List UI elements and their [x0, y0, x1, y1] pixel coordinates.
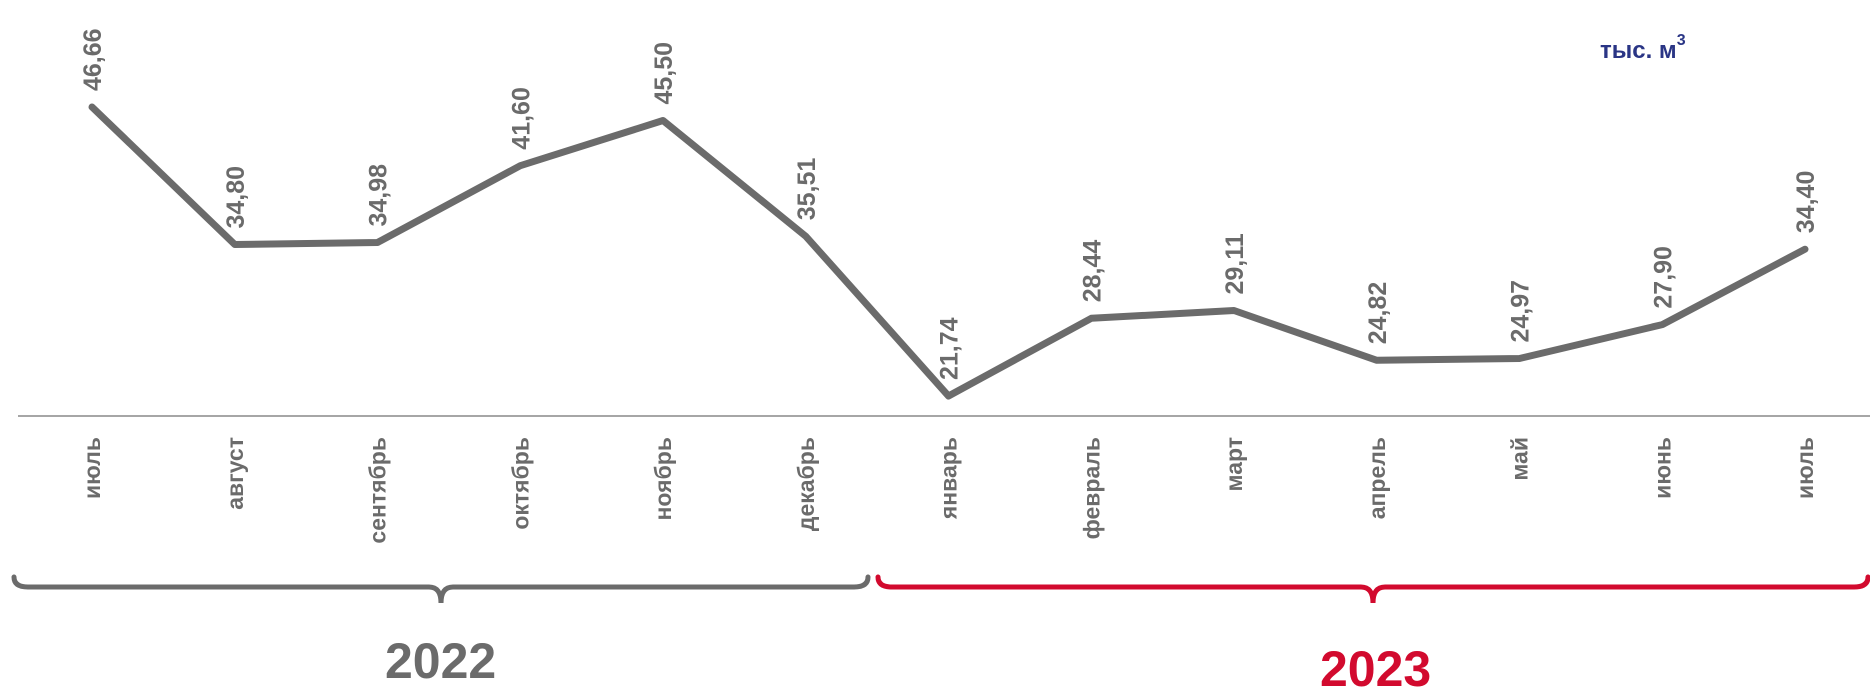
category-label: апрель: [1364, 437, 1390, 519]
category-label: февраль: [1078, 437, 1104, 539]
category-label: сентябрь: [365, 437, 391, 544]
data-point: [374, 239, 381, 246]
bracket-2022: [11, 574, 871, 604]
data-point: [1659, 321, 1666, 328]
category-label: июнь: [1649, 437, 1675, 499]
data-point: [660, 117, 666, 124]
value-label: 27,90: [1649, 246, 1677, 309]
category-label: июль: [1792, 437, 1818, 499]
value-label: 45,50: [650, 42, 678, 105]
category-label: август: [222, 437, 248, 510]
value-label: 24,97: [1507, 280, 1535, 343]
data-point: [231, 241, 238, 248]
unit-superscript: 3: [1676, 32, 1686, 49]
data-point: [1516, 355, 1523, 362]
category-label: июль: [79, 437, 105, 499]
data-point: [89, 104, 95, 110]
value-label: 21,74: [936, 317, 964, 380]
data-point: [1231, 307, 1237, 314]
category-label: январь: [936, 437, 962, 520]
value-label: 34,80: [222, 166, 250, 229]
category-label: декабрь: [793, 437, 819, 531]
value-label: 34,40: [1792, 171, 1820, 234]
data-point: [1373, 357, 1380, 364]
year-2023-label: 2023: [1320, 641, 1432, 697]
value-label: 46,66: [79, 28, 107, 91]
value-label: 28,44: [1078, 240, 1106, 303]
category-label: май: [1507, 437, 1533, 481]
data-point: [945, 393, 952, 399]
unit-label: тыс. м3: [1600, 32, 1686, 65]
value-label: 24,82: [1364, 282, 1392, 345]
year-2022-label: 2022: [385, 633, 497, 689]
category-label: март: [1221, 437, 1247, 492]
data-point: [802, 233, 809, 240]
unit-text: тыс. м: [1600, 37, 1677, 64]
value-label: 35,51: [793, 158, 821, 221]
data-point: [1802, 246, 1808, 253]
value-label: 29,11: [1221, 233, 1249, 294]
category-label: октябрь: [507, 437, 533, 530]
value-label: 41,60: [507, 87, 535, 150]
bracket-2023: [875, 574, 1870, 604]
category-label: ноябрь: [650, 437, 676, 520]
value-label: 34,98: [365, 164, 393, 227]
data-point: [517, 162, 524, 169]
data-point: [1088, 315, 1095, 322]
